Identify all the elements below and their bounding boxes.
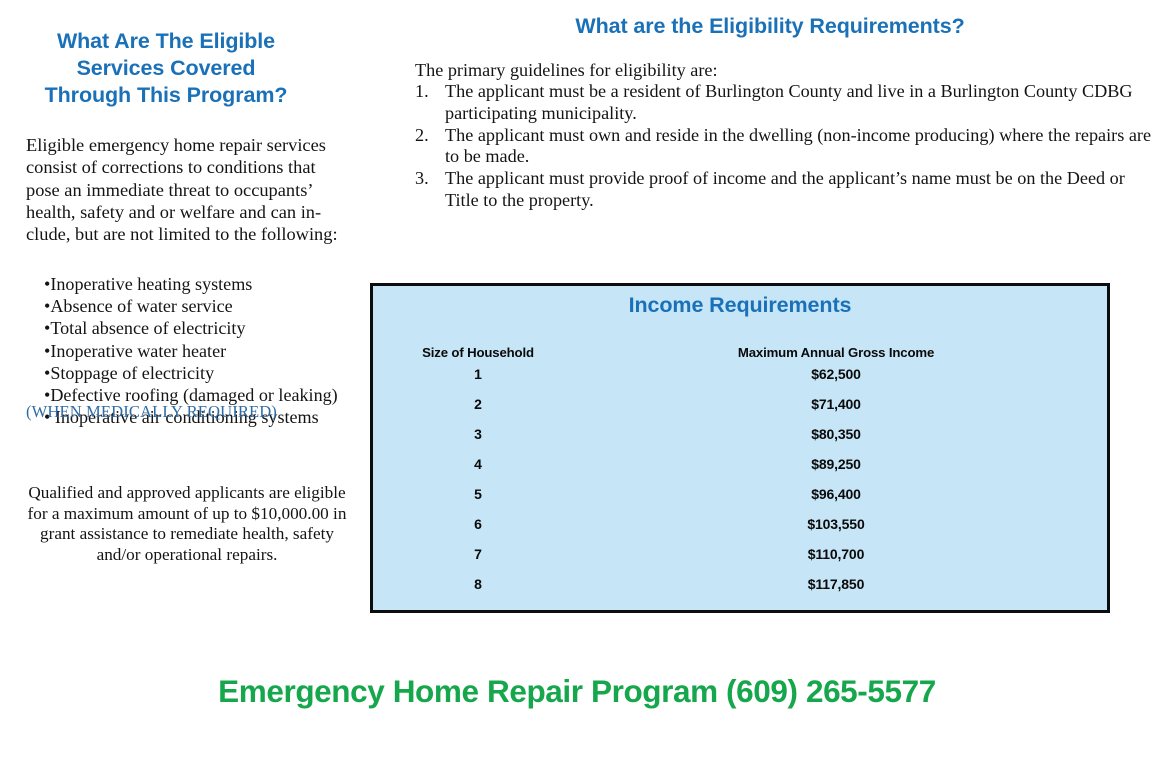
cell-household-size: 8 bbox=[474, 576, 482, 592]
list-item-text: The applicant must own and reside in the… bbox=[445, 124, 1152, 167]
cell-household-size: 5 bbox=[474, 486, 482, 502]
list-item: • Inoperative air conditioning systems bbox=[44, 407, 319, 428]
table-header-row: Size of Household Maximum Annual Gross I… bbox=[373, 345, 1107, 366]
list-item: 2. The applicant must own and reside in … bbox=[415, 125, 1154, 168]
eligibility-requirements-list: 1. The applicant must be a resident of B… bbox=[415, 81, 1154, 212]
cell-household-size: 3 bbox=[474, 426, 482, 442]
eligible-services-heading-line-2: Services Covered bbox=[76, 56, 256, 80]
eligible-services-intro-paragraph: Eligible emergency home repair services … bbox=[26, 135, 338, 245]
cell-household-size: 6 bbox=[474, 516, 482, 532]
cell-household-size: 1 bbox=[474, 366, 482, 382]
list-item: •Total absence of electricity bbox=[44, 318, 246, 339]
list-item: 3. The applicant must provide proof of i… bbox=[415, 168, 1154, 211]
eligibility-intro-text: The primary guidelines for eligibility a… bbox=[415, 60, 718, 80]
list-item: 1. The applicant must be a resident of B… bbox=[415, 81, 1154, 124]
table-row: 5 $96,400 bbox=[373, 486, 1107, 516]
eligible-services-heading-line-3: Through This Program? bbox=[44, 83, 288, 107]
table-row: 4 $89,250 bbox=[373, 456, 1107, 486]
table-row: 2 $71,400 bbox=[373, 396, 1107, 426]
column-header-maximum-annual-gross-income: Maximum Annual Gross Income bbox=[737, 345, 935, 360]
list-item: •Inoperative heating systems bbox=[44, 274, 253, 294]
cell-household-size: 7 bbox=[474, 546, 482, 562]
list-item-number: 2. bbox=[415, 124, 429, 145]
income-requirements-box: Income Requirements Size of Household Ma… bbox=[370, 283, 1110, 613]
cell-max-income: $103,550 bbox=[807, 516, 865, 532]
eligible-services-bullet-list: •Inoperative heating systems •Absence of… bbox=[44, 273, 364, 428]
table-row: 6 $103,550 bbox=[373, 516, 1107, 546]
list-item-number: 3. bbox=[415, 168, 429, 188]
eligibility-requirements-heading: What are the Eligibility Requirements? bbox=[575, 14, 965, 38]
eligible-services-column: What Are The Eligible Services Covered T… bbox=[0, 0, 370, 650]
column-header-size-of-household: Size of Household bbox=[422, 345, 534, 360]
cell-max-income: $80,350 bbox=[811, 426, 861, 442]
table-row: 7 $110,700 bbox=[373, 546, 1107, 576]
cell-max-income: $96,400 bbox=[811, 486, 861, 502]
list-item: •Inoperative water heater bbox=[44, 340, 227, 361]
income-requirements-table: Size of Household Maximum Annual Gross I… bbox=[373, 345, 1107, 606]
list-item-number: 1. bbox=[415, 81, 429, 101]
table-row: 3 $80,350 bbox=[373, 426, 1107, 456]
table-row: 1 $62,500 bbox=[373, 366, 1107, 396]
list-item-text: The applicant must be a resident of Burl… bbox=[445, 81, 1133, 123]
list-item: •Defective roofing (damaged or leaking) bbox=[44, 385, 338, 406]
cell-max-income: $71,400 bbox=[811, 396, 861, 412]
list-item: •Absence of water service bbox=[44, 296, 233, 317]
cell-max-income: $110,700 bbox=[807, 546, 865, 562]
cell-household-size: 4 bbox=[474, 456, 482, 472]
eligible-services-heading-line-1: What Are The Eligible bbox=[56, 29, 276, 53]
program-contact-footer: Emergency Home Repair Program (609) 265-… bbox=[218, 673, 936, 709]
cell-max-income: $62,500 bbox=[811, 366, 861, 382]
cell-household-size: 2 bbox=[474, 396, 482, 412]
list-item: •Stoppage of electricity bbox=[44, 362, 215, 383]
income-requirements-title: Income Requirements bbox=[628, 293, 852, 317]
cell-max-income: $89,250 bbox=[811, 456, 861, 472]
eligible-services-heading: What Are The Eligible Services Covered T… bbox=[8, 28, 324, 109]
list-item-text: The applicant must provide proof of inco… bbox=[445, 168, 1125, 210]
cell-max-income: $117,850 bbox=[807, 576, 865, 592]
medically-required-note: (WHEN MEDICALLY REQUIRED) bbox=[26, 402, 277, 421]
table-row: 8 $117,850 bbox=[373, 576, 1107, 606]
grant-amount-paragraph: Qualified and approved applicants are el… bbox=[27, 483, 347, 564]
